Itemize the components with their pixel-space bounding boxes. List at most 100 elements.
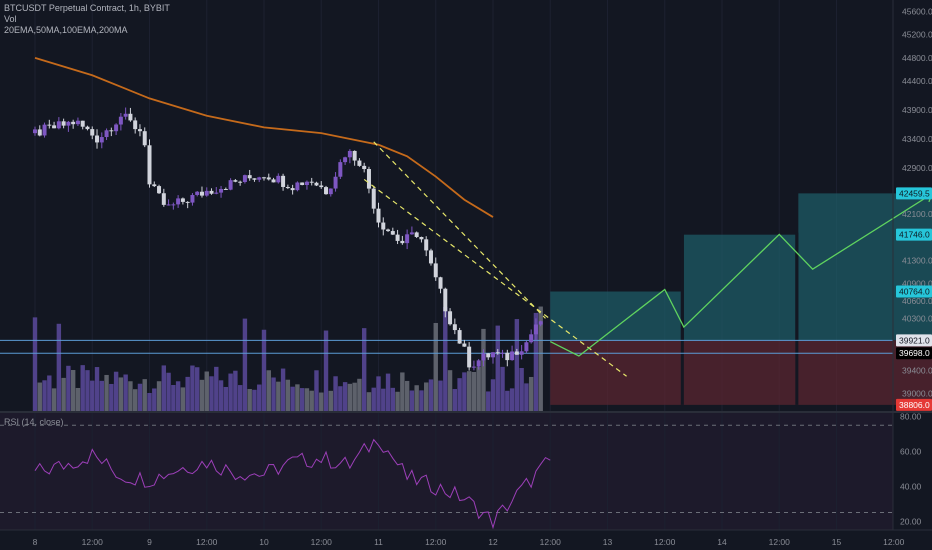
- time-axis-label: 12:00: [425, 537, 447, 547]
- candle-body: [533, 324, 538, 335]
- candle-body: [228, 180, 233, 190]
- candle-body: [300, 182, 305, 186]
- candle-body: [137, 129, 142, 132]
- candle-body: [75, 120, 80, 125]
- price-axis-label: 40900.0: [902, 279, 932, 289]
- volume-bar: [161, 365, 167, 411]
- candle-body: [376, 208, 381, 223]
- price-axis-label: 39400.0: [902, 365, 932, 375]
- candle-body: [386, 229, 391, 232]
- volume-bar: [309, 390, 314, 411]
- volume-bar: [47, 375, 52, 411]
- candle-body: [176, 198, 181, 205]
- candle-body: [266, 177, 271, 180]
- price-axis-label: 40300.0: [902, 313, 932, 323]
- volume-bar: [109, 383, 114, 411]
- candle-body: [338, 162, 343, 177]
- volume-bar: [528, 376, 534, 411]
- candle-body: [142, 131, 147, 146]
- volume-bar: [295, 384, 300, 411]
- volume-bar: [171, 385, 176, 411]
- price-axis-label: 40600.0: [902, 296, 932, 306]
- candle-body: [214, 192, 219, 194]
- target-zone: [550, 291, 681, 341]
- candle-body: [180, 198, 185, 202]
- candle-body: [71, 121, 76, 125]
- candle-body: [95, 135, 100, 143]
- candle-body: [428, 250, 433, 264]
- candle-body: [471, 366, 476, 368]
- volume-bar: [85, 370, 90, 411]
- candle-body: [352, 150, 357, 161]
- candle-body: [52, 125, 57, 129]
- candle-body: [514, 351, 519, 355]
- price-badge: [896, 285, 932, 298]
- price-badge-label: 41746.0: [899, 230, 930, 240]
- candle-body: [209, 190, 214, 194]
- volume-bar: [385, 373, 391, 411]
- candle-body: [219, 188, 224, 193]
- volume-bar: [61, 377, 66, 411]
- volume-bar: [447, 370, 453, 411]
- volume-bar: [195, 367, 200, 411]
- price-axis-label: 44400.0: [902, 76, 932, 86]
- volume-bar: [32, 317, 38, 411]
- price-axis-label: 41300.0: [902, 255, 932, 265]
- candle-body: [242, 175, 247, 183]
- volume-bar: [175, 381, 181, 411]
- candle-body: [252, 178, 257, 180]
- candle-body: [61, 121, 66, 126]
- volume-bar: [56, 323, 62, 411]
- candle-body: [247, 175, 252, 179]
- candle-body: [319, 185, 324, 188]
- volume-bar: [180, 387, 186, 411]
- volume-bar: [142, 379, 147, 411]
- volume-bar: [404, 380, 410, 411]
- volume-bar: [352, 382, 357, 411]
- candle-body: [481, 353, 486, 361]
- volume-bar: [209, 376, 214, 411]
- volume-bar: [75, 387, 81, 411]
- price-axis-label: 43900.0: [902, 105, 932, 115]
- candle-body: [505, 352, 510, 361]
- candle-body: [285, 186, 290, 189]
- price-badge: [896, 398, 932, 411]
- volume-bar: [266, 370, 271, 411]
- price-axis-label: 44800.0: [902, 53, 932, 63]
- candle-body: [371, 188, 376, 209]
- volume-bar: [366, 392, 372, 411]
- candle-body: [343, 157, 348, 163]
- rsi-axis-label: 60.00: [900, 446, 922, 456]
- time-axis-label: 14: [717, 537, 727, 547]
- target-zone: [798, 193, 932, 341]
- time-axis-label: 12:00: [883, 537, 905, 547]
- candle-body: [47, 124, 52, 126]
- candle-body: [104, 130, 109, 138]
- volume-bar: [152, 388, 157, 411]
- volume-bar: [457, 378, 462, 411]
- price-axis-label: 45200.0: [902, 30, 932, 40]
- candle-body: [500, 352, 505, 354]
- candle-body: [314, 182, 319, 186]
- volume-bar: [357, 378, 362, 411]
- volume-bar: [333, 376, 338, 411]
- price-badge-label: 40764.0: [899, 287, 930, 297]
- volume-bar: [414, 385, 419, 411]
- candle-body: [42, 124, 47, 136]
- candle-body: [295, 182, 300, 191]
- volume-bar: [94, 367, 100, 411]
- candle-body: [80, 120, 85, 127]
- rsi-axis-label: 80.00: [900, 411, 922, 421]
- volume-bar: [233, 370, 238, 411]
- candle-body: [238, 181, 243, 183]
- candle-body: [118, 116, 123, 125]
- candle-body: [333, 176, 338, 189]
- volume-bar: [481, 328, 486, 411]
- volume-bar: [466, 371, 472, 411]
- volume-bar: [476, 367, 481, 411]
- time-axis-label: 12:00: [311, 537, 333, 547]
- candle-body: [448, 311, 453, 325]
- price-axis-label: 43400.0: [902, 134, 932, 144]
